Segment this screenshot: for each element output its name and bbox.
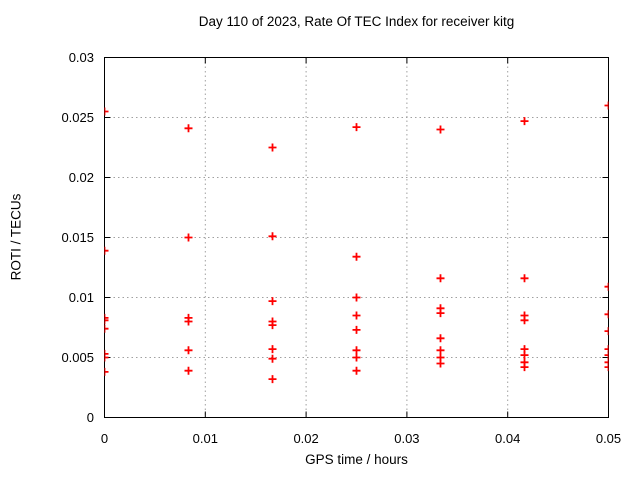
data-point-marker [268, 375, 277, 384]
data-point-marker [104, 349, 109, 358]
data-point-marker [604, 351, 609, 360]
data-point-marker [352, 366, 361, 375]
data-point-marker [604, 327, 609, 336]
data-point-marker [520, 117, 529, 126]
data-point-marker [352, 346, 361, 355]
data-point-marker [436, 274, 445, 283]
data-point-marker [184, 317, 193, 326]
x-tick-label: 0.03 [394, 431, 419, 446]
y-tick-label: 0.015 [61, 230, 94, 245]
data-point-marker [268, 345, 277, 354]
y-tick-label: 0.01 [69, 290, 94, 305]
data-point-marker [352, 252, 361, 261]
data-point-marker [104, 353, 109, 362]
data-point-marker [604, 101, 609, 110]
data-point-marker [184, 124, 193, 133]
data-point-marker [352, 293, 361, 302]
data-point-marker [184, 366, 193, 375]
data-point-marker [604, 282, 609, 291]
data-point-marker [352, 123, 361, 132]
x-tick-label: 0.01 [193, 431, 218, 446]
data-point-marker [104, 246, 109, 255]
data-point-marker [436, 309, 445, 318]
data-point-marker [352, 353, 361, 362]
data-point-marker [604, 358, 609, 367]
data-point-marker [436, 125, 445, 134]
x-tick-label: 0.04 [495, 431, 520, 446]
y-tick-label: 0 [87, 410, 94, 425]
data-point-marker [436, 346, 445, 355]
data-series [104, 101, 609, 384]
data-point-marker [352, 311, 361, 320]
data-point-marker [604, 310, 609, 319]
data-point-marker [268, 232, 277, 241]
data-point-marker [268, 354, 277, 363]
data-point-marker [520, 351, 529, 360]
data-point-marker [604, 363, 609, 372]
y-tick-label: 0.02 [69, 170, 94, 185]
data-point-marker [436, 359, 445, 368]
x-axis-title: GPS time / hours [305, 452, 408, 467]
x-tick-label: 0 [101, 431, 108, 446]
data-point-marker [104, 316, 109, 325]
data-point-marker [104, 313, 109, 322]
y-tick-label: 0.03 [69, 50, 94, 65]
data-point-marker [104, 107, 109, 116]
data-point-marker [352, 325, 361, 334]
data-point-marker [604, 345, 609, 354]
chart-title: Day 110 of 2023, Rate Of TEC Index for r… [198, 14, 515, 29]
data-point-marker [184, 346, 193, 355]
data-point-marker [104, 367, 109, 376]
x-tick-label: 0.02 [293, 431, 318, 446]
data-point-marker [184, 233, 193, 242]
data-point-marker [436, 334, 445, 343]
data-point-marker [520, 316, 529, 325]
data-point-marker [268, 297, 277, 306]
y-tick-label: 0.005 [61, 350, 94, 365]
y-tick-label: 0.025 [61, 110, 94, 125]
y-axis-title: ROTI / TECUs [8, 193, 24, 281]
data-point-marker [104, 324, 109, 333]
x-tick-label: 0.05 [596, 431, 621, 446]
data-point-marker [520, 363, 529, 372]
data-point-marker [268, 143, 277, 152]
data-point-marker [520, 274, 529, 283]
data-point-marker [268, 321, 277, 330]
